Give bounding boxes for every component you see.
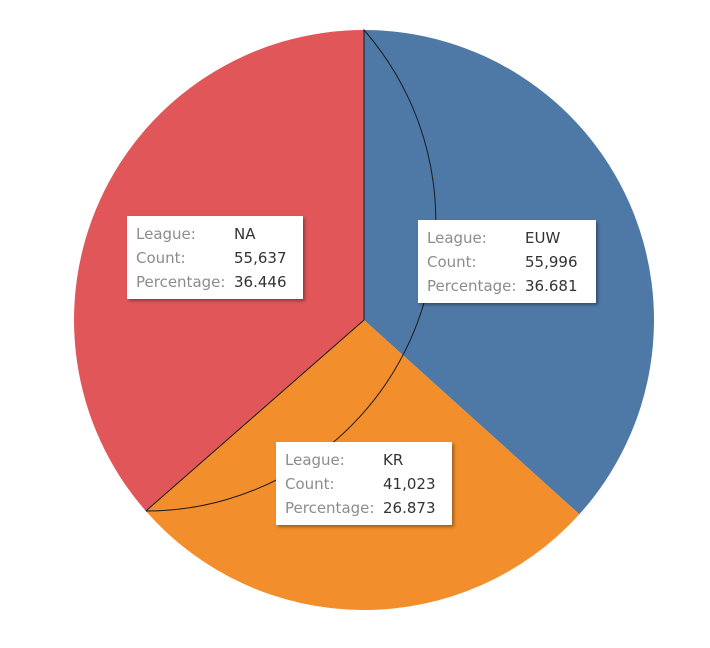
percentage-key: Percentage: [136, 273, 226, 291]
percentage-value: 26.873 [383, 499, 436, 517]
percentage-value: 36.681 [525, 277, 578, 295]
league-value: NA [234, 225, 256, 243]
league-value: EUW [525, 229, 561, 247]
count-key: Count: [427, 253, 477, 271]
percentage-value: 36.446 [234, 273, 287, 291]
league-key: League: [285, 451, 345, 469]
count-value: 55,996 [525, 253, 578, 271]
league-key: League: [427, 229, 487, 247]
count-key: Count: [285, 475, 335, 493]
count-key: Count: [136, 249, 186, 267]
league-value: KR [383, 451, 404, 469]
percentage-key: Percentage: [285, 499, 375, 517]
tooltip-na: League: NA Count: 55,637 Percentage: 36.446 [127, 216, 303, 299]
na-slice-outline [145, 28, 437, 512]
league-key: League: [136, 225, 196, 243]
tooltip-kr: League: KR Count: 41,023 Percentage: 26.873 [276, 442, 452, 525]
tooltip-euw: League: EUW Count: 55,996 Percentage: 36.68… [418, 220, 596, 303]
count-value: 41,023 [383, 475, 436, 493]
count-value: 55,637 [234, 249, 287, 267]
percentage-key: Percentage: [427, 277, 517, 295]
